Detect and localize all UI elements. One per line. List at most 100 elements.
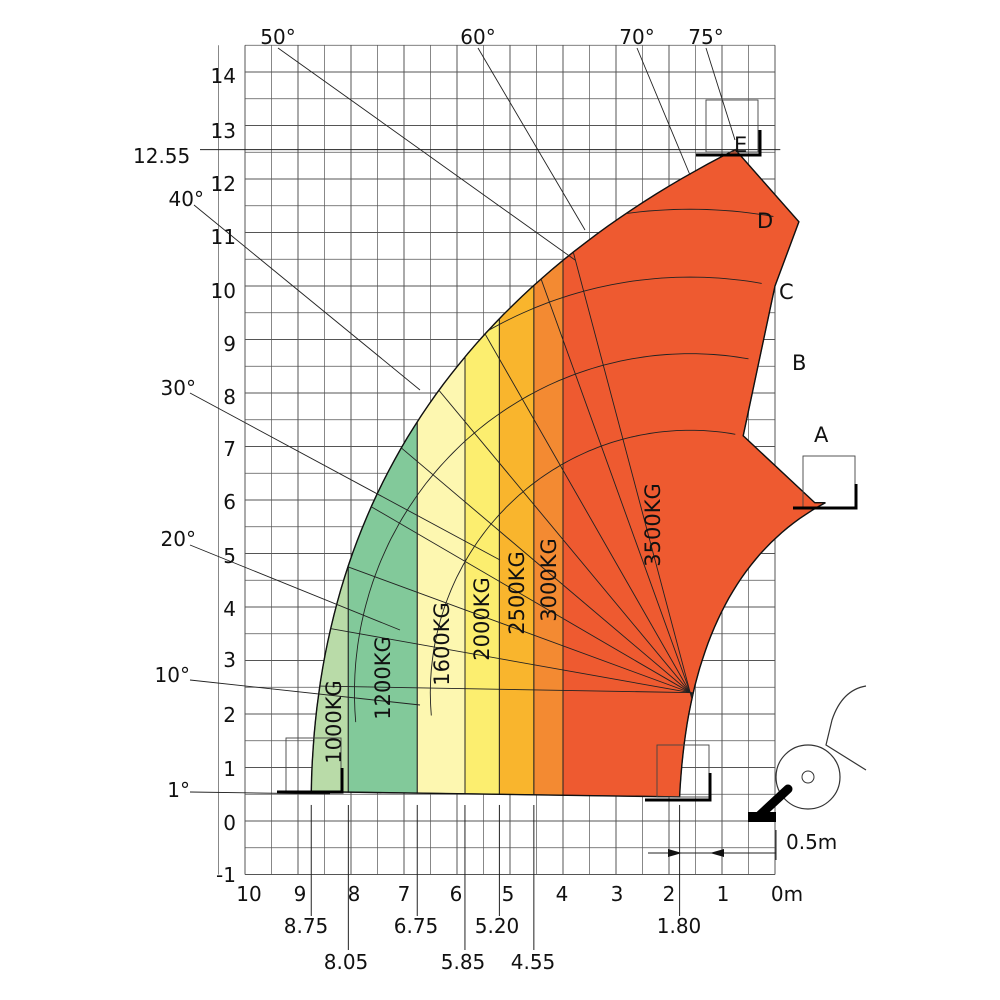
angle-leader-line xyxy=(277,47,576,261)
y-tick: 11 xyxy=(211,225,236,249)
y-tick: 7 xyxy=(223,437,236,461)
x-axis-ticks: 10 9 8 7 6 5 4 3 2 1 0m xyxy=(236,882,803,906)
angle-leader-line xyxy=(189,544,401,631)
angle-leader-line xyxy=(189,679,421,706)
extension-point-labels: A B C D E xyxy=(734,133,829,447)
fork xyxy=(645,773,712,802)
wheel xyxy=(775,744,841,810)
x-ref-label: 1.80 xyxy=(657,914,702,938)
x-tick: 0m xyxy=(771,882,803,906)
y-tick: 8 xyxy=(223,385,236,409)
scale-label: 0.5m xyxy=(786,830,837,854)
equipment-sketch xyxy=(277,99,867,822)
fork xyxy=(696,130,762,157)
extension-arc xyxy=(429,429,736,716)
extension-point-label: A xyxy=(814,423,829,447)
capacity-zone xyxy=(498,284,535,796)
envelope-outline xyxy=(310,148,826,798)
capacity-label: 1200KG xyxy=(371,636,395,720)
y-tick: 6 xyxy=(223,490,236,514)
extension-point-label: D xyxy=(757,209,773,233)
angle-leader-line xyxy=(189,791,331,795)
angle-label: 20° xyxy=(161,527,196,551)
y-tick: 4 xyxy=(223,597,236,621)
angle-label: 75° xyxy=(688,25,723,49)
angle-leader-line xyxy=(477,47,586,231)
angle-label: 60° xyxy=(460,25,495,49)
x-ref-label: 4.55 xyxy=(511,950,556,974)
angle-label: 1° xyxy=(167,778,190,802)
angle-line xyxy=(311,317,700,699)
capacity-zones xyxy=(310,148,826,798)
x-ref-label: 8.05 xyxy=(324,950,369,974)
y-tick: 13 xyxy=(211,119,236,143)
angle-label: 50° xyxy=(260,25,295,49)
angle-leader-line xyxy=(705,47,736,141)
y-axis-ticks: 14 13 12 11 10 9 8 7 6 5 4 3 2 1 0 -1 xyxy=(211,64,236,887)
boom-base xyxy=(748,812,776,822)
x-tick: 6 xyxy=(450,882,463,906)
angle-label: 40° xyxy=(169,187,204,211)
angle-label: 30° xyxy=(161,376,196,400)
extension-point-label: C xyxy=(779,280,794,304)
capacity-zone xyxy=(562,148,826,798)
x-tick: 9 xyxy=(294,882,307,906)
dimension-arrow xyxy=(710,849,724,857)
capacity-label: 3000KG xyxy=(537,538,561,622)
angle-line xyxy=(435,149,695,703)
y-tick: 5 xyxy=(223,544,236,568)
extension-point-label: B xyxy=(792,351,806,375)
extension-point-label: E xyxy=(734,133,747,157)
angle-leader-line xyxy=(636,47,691,176)
angle-line xyxy=(497,149,694,704)
angle-leader-line xyxy=(193,204,421,391)
angle-labels: 50° 60° 70° 75° 40° 30° 20° 10° 1° xyxy=(155,25,724,802)
wheel-hub xyxy=(801,770,815,784)
x-ref-label: 5.85 xyxy=(441,950,486,974)
y-tick: -1 xyxy=(216,863,236,887)
x-tick: 4 xyxy=(556,882,569,906)
x-tick: 5 xyxy=(502,882,515,906)
capacity-zone xyxy=(533,259,564,796)
y-tick: 0 xyxy=(223,811,236,835)
y-tick: 9 xyxy=(223,332,236,356)
angle-label: 10° xyxy=(155,663,190,687)
x-ref-label: 8.75 xyxy=(284,914,329,938)
y-tick: 1 xyxy=(223,757,236,781)
capacity-label: 1600KG xyxy=(430,602,454,686)
boom-pivot xyxy=(755,784,793,820)
machine-outline xyxy=(825,685,867,771)
y-ref-label: 12.55 xyxy=(133,144,190,168)
capacity-label: 3500KG xyxy=(641,483,665,567)
y-tick: 10 xyxy=(211,279,236,303)
x-reference-labels: 8.75 8.05 6.75 5.85 5.20 4.55 1.80 xyxy=(284,914,702,974)
x-tick: 10 xyxy=(236,882,261,906)
x-ref-label: 5.20 xyxy=(475,914,520,938)
y-tick: 12 xyxy=(211,172,236,196)
y-tick: 3 xyxy=(223,648,236,672)
dimension-arrow xyxy=(668,849,682,857)
x-tick: 8 xyxy=(348,882,361,906)
angle-leader-line xyxy=(189,392,501,561)
y-tick: 2 xyxy=(223,703,236,727)
y-tick: 14 xyxy=(211,64,236,88)
x-ref-label: 6.75 xyxy=(394,914,439,938)
capacity-label: 2500KG xyxy=(505,551,529,635)
reference-lines xyxy=(200,149,781,950)
x-tick: 2 xyxy=(663,882,676,906)
x-tick: 1 xyxy=(717,882,730,906)
capacity-labels: 1000KG 1200KG 1600KG 2000KG 2500KG 3000K… xyxy=(322,483,665,764)
load-box xyxy=(705,99,759,153)
angle-line xyxy=(311,210,699,700)
capacity-label: 2000KG xyxy=(470,577,494,661)
load-box xyxy=(656,744,710,798)
angle-label: 70° xyxy=(619,25,654,49)
angle-line xyxy=(311,679,701,694)
fork xyxy=(277,768,344,794)
fork xyxy=(793,484,858,510)
x-tick: 3 xyxy=(611,882,624,906)
capacity-zone xyxy=(347,420,418,794)
extension-arc xyxy=(354,353,749,723)
capacity-label: 1000KG xyxy=(322,680,346,764)
